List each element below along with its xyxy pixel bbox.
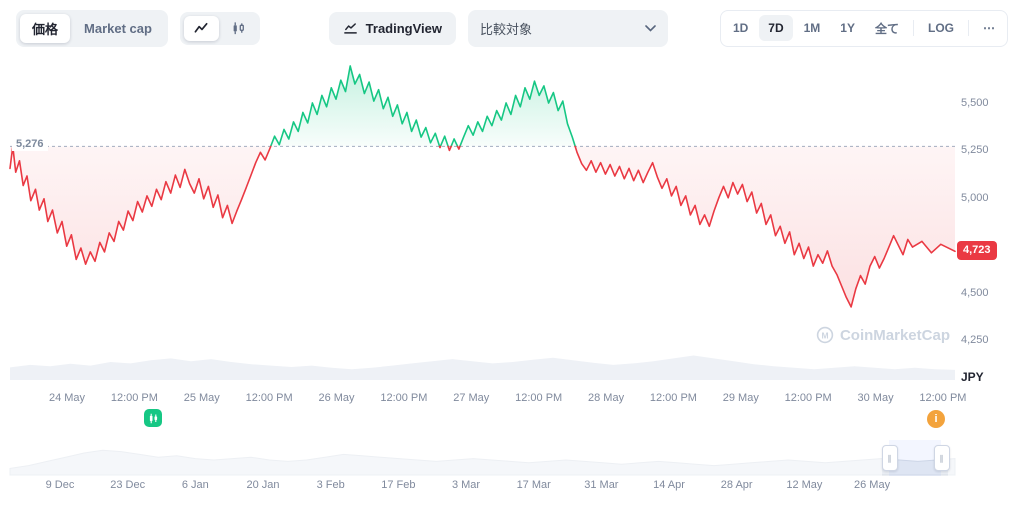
x-axis-label: 27 May <box>453 392 490 404</box>
candle-marker-icon <box>149 413 157 423</box>
divider <box>913 20 914 36</box>
range-group: 1D 7D 1M 1Y 全て LOG ⋯ <box>719 9 1008 47</box>
tradingview-label: TradingView <box>365 20 442 36</box>
y-axis-label: 5,500 <box>961 96 989 109</box>
price-area-below-baseline <box>10 146 955 307</box>
navigator-date-label: 26 May <box>853 479 891 491</box>
candlestick-chart-button[interactable] <box>221 16 256 41</box>
navigator-date-label: 14 Apr <box>653 479 685 491</box>
range-button-1d[interactable]: 1D <box>724 15 757 41</box>
coinmarketcap-logo-icon: M <box>816 326 834 344</box>
x-axis-label: 12:00 PM <box>110 392 158 404</box>
tradingview-icon <box>343 22 357 34</box>
x-axis-label: 12:00 PM <box>515 392 563 404</box>
y-axis-label: 4,500 <box>961 286 989 299</box>
price-chart-canvas[interactable] <box>0 56 1024 386</box>
navigator-date-label: 17 Feb <box>381 479 416 491</box>
watermark-text: CoinMarketCap <box>839 326 950 344</box>
x-axis-label: 12:00 PM <box>380 392 428 404</box>
line-chart-icon <box>194 22 208 33</box>
x-axis-label: 12:00 PM <box>245 392 293 404</box>
compare-label: 比較対象 <box>480 21 533 37</box>
x-axis-label: 24 May <box>48 392 86 404</box>
navigator-date-label: 28 Apr <box>720 479 753 491</box>
navigator-dim-left <box>0 440 882 476</box>
navigator-dates: 9 Dec 23 Dec 6 Jan 20 Jan 3 Feb 17 Feb 3 Mar 17… <box>0 479 1024 493</box>
navigator-date-label: 9 Dec <box>45 479 75 491</box>
x-axis-label: 12:00 PM <box>784 392 832 404</box>
navigator-date-label: 12 May <box>786 479 823 491</box>
divider <box>968 20 969 36</box>
x-axis-label: 29 May <box>722 392 759 404</box>
navigator-date-label: 20 Jan <box>246 479 280 491</box>
x-axis-label: 12:00 PM <box>919 392 967 404</box>
metric-toggle: 価格 Market cap <box>16 9 168 47</box>
navigator-dim-right <box>948 440 1024 476</box>
x-axis-label: 28 May <box>587 392 625 404</box>
price-line-down <box>9 145 956 308</box>
price-area-above-baseline <box>10 66 955 147</box>
x-axis: 24 May 12:00 PM 25 May 12:00 PM 26 May 12:00 … <box>0 392 1024 406</box>
current-price-badge: 4,723 <box>957 241 997 261</box>
navigator-handle-left[interactable]: ∥ <box>882 445 898 471</box>
x-axis-label: 12:00 PM <box>649 392 697 404</box>
candlestick-icon <box>233 21 244 34</box>
range-button-more[interactable]: ⋯ <box>974 15 1004 41</box>
x-axis-label: 25 May <box>183 392 220 404</box>
toggle-market-cap[interactable]: Market cap <box>72 16 164 41</box>
tradingview-button[interactable]: TradingView <box>328 11 456 45</box>
range-button-log[interactable]: LOG <box>919 15 963 41</box>
navigator-date-label: 3 Feb <box>316 479 345 491</box>
range-button-7d[interactable]: 7D <box>759 15 793 41</box>
baseline-price-label: 5,276 <box>12 137 48 152</box>
navigator-handle-right[interactable]: ∥ <box>934 445 950 471</box>
navigator-date-label: 31 Mar <box>584 479 619 491</box>
line-chart-button[interactable] <box>183 15 219 41</box>
range-button-all[interactable]: 全て <box>866 14 908 43</box>
chevron-down-icon <box>645 24 656 32</box>
price-chart-svg[interactable] <box>0 56 1024 386</box>
navigator-date-label: 6 Jan <box>181 479 209 491</box>
x-axis-label: 26 May <box>318 392 355 404</box>
navigator-date-label: 3 Mar <box>451 479 481 491</box>
range-button-1m[interactable]: 1M <box>795 15 830 41</box>
chart-toolbar: 価格 Market cap TradingView <box>0 0 1024 56</box>
svg-text:M: M <box>821 330 828 340</box>
x-axis-label: 30 May <box>857 392 894 404</box>
y-axis-label: 5,000 <box>961 191 989 204</box>
currency-label: JPY <box>961 370 984 384</box>
info-marker-glyph: i <box>934 413 938 425</box>
range-button-1y[interactable]: 1Y <box>831 15 864 41</box>
compare-dropdown[interactable]: 比較対象 <box>468 9 668 47</box>
y-axis-label: 5,250 <box>961 144 989 157</box>
volume-area <box>10 355 955 380</box>
watermark: M CoinMarketCap <box>816 326 950 344</box>
y-axis-label: 4,250 <box>961 334 989 346</box>
info-marker[interactable]: i <box>927 410 945 428</box>
navigator-date-label: 17 Mar <box>516 479 551 491</box>
toggle-price[interactable]: 価格 <box>20 13 71 43</box>
chart-type-toggle <box>179 11 260 45</box>
chart-event-marker[interactable] <box>144 409 162 427</box>
navigator-date-label: 23 Dec <box>110 479 146 491</box>
